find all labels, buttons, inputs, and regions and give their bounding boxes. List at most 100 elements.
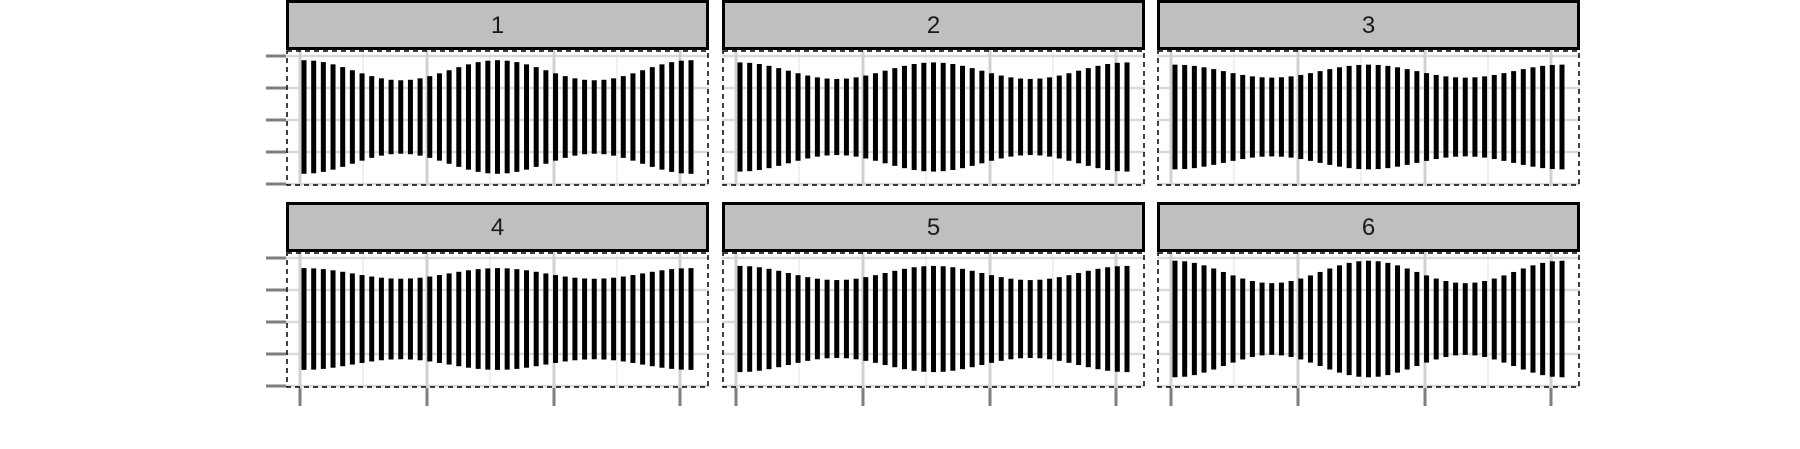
bar <box>931 62 936 172</box>
bar <box>901 268 907 370</box>
bar <box>795 275 801 363</box>
bar <box>940 62 946 172</box>
bar <box>1249 281 1255 357</box>
bar <box>1491 74 1497 160</box>
bar <box>1307 73 1313 161</box>
facet-strip-6 <box>1157 202 1580 252</box>
bar <box>417 277 423 361</box>
bar <box>640 273 646 365</box>
bar <box>446 273 452 365</box>
panel-border <box>722 50 1145 186</box>
bar <box>1385 262 1391 376</box>
bar <box>1472 77 1478 157</box>
bar <box>1462 283 1468 355</box>
bar <box>1433 278 1439 360</box>
bar <box>1414 71 1420 163</box>
bar <box>1346 262 1352 376</box>
bar <box>989 275 995 363</box>
bar <box>378 277 384 361</box>
bar <box>882 272 888 366</box>
bar <box>1269 283 1275 355</box>
bar <box>620 276 626 362</box>
bar <box>1085 68 1091 166</box>
bar <box>1443 76 1449 158</box>
bar <box>1076 272 1082 366</box>
bar <box>436 275 442 363</box>
facet-panel-3: 3 <box>1157 0 1580 186</box>
bar <box>1095 65 1101 169</box>
bar <box>1288 281 1294 357</box>
bar <box>649 67 655 167</box>
bar <box>785 272 791 366</box>
bar <box>611 78 617 156</box>
bar <box>766 65 772 169</box>
bar <box>979 70 985 164</box>
bar <box>737 62 743 172</box>
bar <box>456 271 462 367</box>
bar <box>834 78 840 156</box>
bar <box>969 270 975 368</box>
bar <box>475 62 481 172</box>
bar <box>756 267 762 371</box>
bar <box>465 270 471 368</box>
bar <box>407 278 413 360</box>
bar <box>1114 62 1120 172</box>
facet-strip-4 <box>286 202 709 252</box>
bar <box>524 270 530 368</box>
bar <box>504 268 510 370</box>
bar <box>1336 67 1342 167</box>
bar <box>359 73 365 161</box>
bar <box>1472 282 1478 356</box>
facet-panel-1: 1 <box>286 0 709 186</box>
bar <box>911 267 917 371</box>
bar <box>1105 267 1111 371</box>
bar <box>805 277 811 361</box>
bar <box>795 73 801 161</box>
bar <box>649 271 655 367</box>
bar <box>1278 77 1284 157</box>
bar <box>1220 71 1226 163</box>
bar <box>485 268 491 370</box>
bar <box>843 78 849 156</box>
bar <box>524 64 530 170</box>
bar <box>1530 67 1536 167</box>
bar <box>1298 74 1304 160</box>
bar <box>533 271 539 367</box>
facet-strip-5 <box>722 202 1145 252</box>
bar <box>1433 74 1439 160</box>
facet-strip-2 <box>722 0 1145 50</box>
bar <box>1191 65 1197 169</box>
bar <box>1540 262 1546 376</box>
bar <box>979 272 985 366</box>
bar <box>1172 64 1178 170</box>
bar <box>998 277 1004 361</box>
bar <box>349 70 355 164</box>
bar <box>301 60 307 174</box>
bar <box>1269 77 1275 157</box>
bar <box>504 60 510 174</box>
bar <box>1307 275 1313 363</box>
bar <box>882 70 888 164</box>
facet-panel-5: 5 <box>722 202 1145 388</box>
bar <box>960 268 966 370</box>
bar <box>1549 261 1555 377</box>
bar <box>436 73 442 161</box>
bar <box>950 267 956 371</box>
bar <box>892 68 898 166</box>
panel-border <box>1157 50 1580 186</box>
bar <box>863 75 869 159</box>
bar <box>340 67 346 167</box>
bar <box>1027 78 1033 156</box>
bar <box>1559 260 1565 378</box>
bar <box>814 77 820 157</box>
bar <box>1540 65 1546 169</box>
bar <box>611 277 617 361</box>
bar <box>776 68 782 166</box>
bar <box>1491 278 1497 360</box>
bar <box>1395 265 1401 373</box>
bar <box>582 278 588 360</box>
bar <box>1105 64 1111 170</box>
bar <box>562 276 568 362</box>
bar <box>562 76 568 158</box>
bar <box>485 60 491 174</box>
